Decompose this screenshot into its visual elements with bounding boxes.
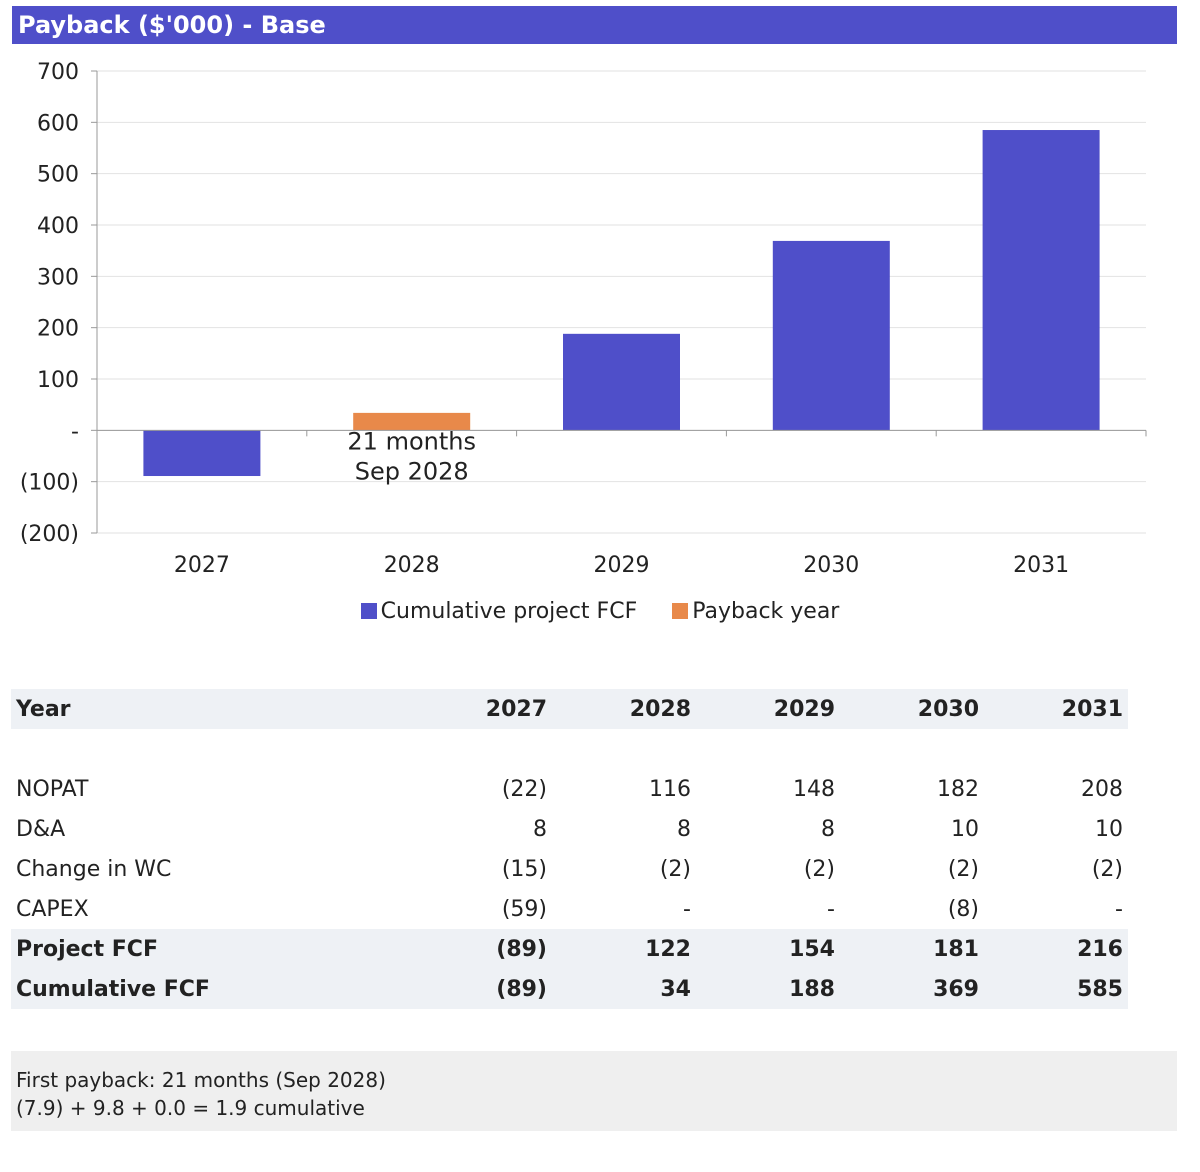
row-value: 208	[1081, 776, 1123, 802]
row-value: 182	[937, 776, 979, 802]
y-tick-label: -	[71, 419, 79, 444]
legend-swatch-payback	[672, 602, 689, 619]
y-tick-label: 500	[37, 163, 79, 188]
note-line-2: (7.9) + 9.8 + 0.0 = 1.9 cumulative	[16, 1096, 365, 1120]
row-value: 585	[984, 969, 1128, 1009]
header-year: 2031	[984, 689, 1128, 729]
y-tick-label: 200	[37, 317, 79, 342]
bar-cumulative-fcf	[143, 430, 261, 477]
bar-cumulative-fcf	[563, 333, 680, 431]
x-tick-label: 2027	[174, 553, 230, 578]
legend-label-cumulative: Cumulative project FCF	[380, 598, 638, 624]
payback-annotation: Sep 2028	[355, 457, 469, 485]
x-tick-label: 2029	[594, 553, 650, 578]
bar-payback-year	[353, 412, 471, 431]
header-year: 2029	[696, 689, 840, 729]
row-value: (2)	[947, 856, 979, 882]
row-value: 8	[821, 816, 835, 842]
row-value: 369	[840, 969, 984, 1009]
row-label: Change in WC	[16, 856, 172, 882]
header-year: 2027	[408, 689, 552, 729]
header-year: 2030	[840, 689, 984, 729]
y-tick-label: 600	[37, 111, 79, 136]
chart-title: Payback ($'000) - Base	[12, 6, 1177, 44]
table-row: CAPEX (59) - - (8) -	[11, 889, 1128, 929]
row-value: -	[827, 896, 835, 922]
row-value: (2)	[803, 856, 835, 882]
note-line-1: First payback: 21 months (Sep 2028)	[16, 1068, 386, 1092]
row-value: 154	[696, 929, 840, 969]
row-value: 116	[649, 776, 691, 802]
bar-cumulative-fcf	[772, 240, 890, 431]
row-value: (2)	[1091, 856, 1123, 882]
payback-annotation: 21 months	[347, 427, 476, 455]
row-value: -	[683, 896, 691, 922]
row-value: 10	[1095, 816, 1123, 842]
row-label: D&A	[16, 816, 66, 842]
row-value: 8	[533, 816, 547, 842]
header-year: 2028	[552, 689, 696, 729]
row-value: 8	[677, 816, 691, 842]
row-value: (2)	[659, 856, 691, 882]
row-value: (8)	[947, 896, 979, 922]
y-tick-label: (200)	[20, 522, 79, 547]
table-row: Change in WC (15) (2) (2) (2) (2)	[11, 849, 1128, 889]
table-row: Cumulative FCF (89) 34 188 369 585	[11, 969, 1128, 1009]
y-tick-label: 400	[37, 214, 79, 239]
y-tick-label: 700	[37, 60, 79, 85]
header-label: Year	[11, 689, 408, 729]
row-value: 181	[840, 929, 984, 969]
legend-label-payback: Payback year	[692, 598, 840, 624]
legend-item-cumulative: Cumulative project FCF	[360, 598, 638, 624]
row-value: (22)	[501, 776, 547, 802]
table-spacer-row	[11, 729, 1128, 769]
table-row: NOPAT (22) 116 148 182 208	[11, 769, 1128, 809]
x-tick-label: 2031	[1013, 553, 1069, 578]
row-label: Project FCF	[11, 929, 408, 969]
row-value: (15)	[501, 856, 547, 882]
legend-swatch-cumulative	[360, 602, 377, 619]
row-value: (59)	[501, 896, 547, 922]
row-value: (89)	[408, 969, 552, 1009]
payback-chart: 700 600 500 400 300 200 100 - (100) (200) 2027 2028…	[20, 60, 1147, 578]
table-row: Project FCF (89) 122 154 181 216	[11, 929, 1128, 969]
y-tick-label: (100)	[20, 471, 79, 496]
row-value: -	[1115, 896, 1123, 922]
table-row: D&A 8 8 8 10 10	[11, 809, 1128, 849]
row-value: 148	[793, 776, 835, 802]
row-value: 188	[696, 969, 840, 1009]
legend-item-payback: Payback year	[672, 599, 839, 624]
row-value: 34	[552, 969, 696, 1009]
x-tick-label: 2028	[384, 553, 440, 578]
row-value: 122	[552, 929, 696, 969]
table-header-row: Year 2027 2028 2029 2030 2031	[11, 689, 1128, 729]
y-tick-label: 100	[37, 368, 79, 393]
row-value: 216	[984, 929, 1128, 969]
row-label: NOPAT	[16, 776, 89, 802]
row-value: 10	[951, 816, 979, 842]
row-label: Cumulative FCF	[11, 969, 408, 1009]
payback-note: First payback: 21 months (Sep 2028) (7.9…	[11, 1051, 1177, 1131]
bar-cumulative-fcf	[982, 130, 1100, 431]
row-label: CAPEX	[16, 896, 89, 922]
y-tick-label: 300	[37, 265, 79, 290]
chart-legend: Cumulative project FCF Payback year	[0, 598, 1200, 624]
row-value: (89)	[408, 929, 552, 969]
payback-table: Year 2027 2028 2029 2030 2031 NOPAT (22) 1…	[11, 689, 1128, 1009]
x-tick-label: 2030	[803, 553, 859, 578]
